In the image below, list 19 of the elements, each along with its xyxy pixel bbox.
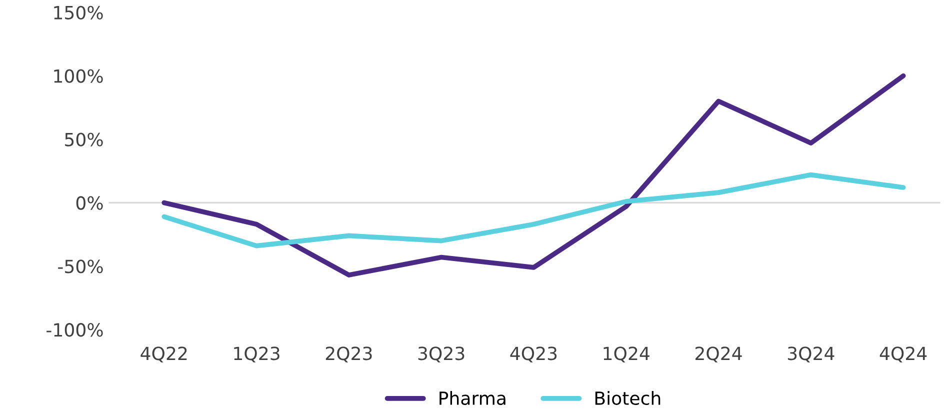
- legend-label: Biotech: [595, 391, 660, 406]
- y-tick-label: 0%: [76, 196, 103, 210]
- x-tick-label: 3Q23: [418, 346, 464, 362]
- x-tick-label: 2Q23: [326, 346, 372, 362]
- x-tick-label: 4Q22: [140, 346, 187, 362]
- x-tick-label: 4Q24: [880, 346, 927, 362]
- y-tick-label: 100%: [54, 69, 103, 83]
- y-tick-label: 50%: [65, 132, 103, 146]
- x-tick-label: 1Q24: [604, 346, 650, 362]
- line-series: [162, 172, 906, 248]
- line-series: [162, 73, 906, 278]
- x-tick-label: 4Q23: [510, 346, 557, 362]
- y-tick-label: -50%: [58, 260, 103, 274]
- y-tick-label: 150%: [54, 6, 103, 20]
- x-tick-label: 2Q24: [696, 346, 742, 362]
- legend-label: Pharma: [440, 391, 506, 406]
- y-tick-label: -100%: [46, 323, 103, 337]
- x-tick-label: 1Q23: [234, 346, 280, 362]
- x-tick-label: 3Q24: [788, 346, 834, 362]
